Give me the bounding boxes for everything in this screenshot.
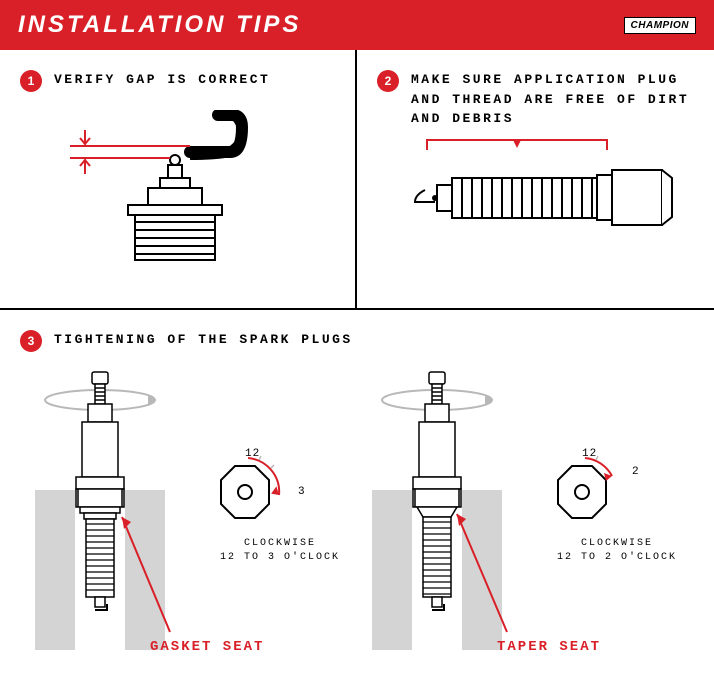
step-1-panel: 1 VERIFY GAP IS CORRECT [0, 50, 357, 308]
brand-logo: CHAMPION [624, 17, 696, 34]
gasket-clock-text: CLOCKWISE 12 TO 3 O'CLOCK [220, 537, 340, 565]
taper-plug-icon [347, 362, 687, 682]
taper-seat-label: TAPER SEAT [497, 639, 601, 655]
step-2-text: MAKE SURE APPLICATION PLUG AND THREAD AR… [411, 70, 694, 129]
step-3-text: TIGHTENING OF THE SPARK PLUGS [54, 330, 353, 350]
step-2-panel: 2 MAKE SURE APPLICATION PLUG AND THREAD … [357, 50, 714, 308]
taper-seat-col: 12 2 CLOCKWISE 12 TO 2 O'CLOCK TAPER SEA… [357, 362, 694, 682]
step-2-badge: 2 [377, 70, 399, 92]
page-title: INSTALLATION TIPS [18, 11, 301, 39]
clock-2: 2 [632, 466, 640, 478]
step-1-badge: 1 [20, 70, 42, 92]
top-panels: 1 VERIFY GAP IS CORRECT [0, 50, 714, 310]
clock-12: 12 [245, 448, 260, 460]
step-1-text: VERIFY GAP IS CORRECT [54, 70, 270, 90]
gasket-plug-icon [10, 362, 350, 682]
taper-clock-text: CLOCKWISE 12 TO 2 O'CLOCK [557, 537, 677, 565]
gasket-seat-col: 12 3 CLOCKWISE 12 TO 3 O'CLOCK GASKET SE… [20, 362, 357, 682]
clock-3: 3 [298, 486, 306, 498]
header-bar: INSTALLATION TIPS CHAMPION [0, 0, 714, 50]
step-3-panel: 3 TIGHTENING OF THE SPARK PLUGS [0, 310, 714, 698]
tightening-diagrams: 12 3 CLOCKWISE 12 TO 3 O'CLOCK GASKET SE… [20, 362, 694, 682]
clock-12-b: 12 [582, 448, 597, 460]
thread-diagram [387, 130, 687, 280]
step-3-badge: 3 [20, 330, 42, 352]
gap-diagram [40, 110, 320, 290]
gasket-seat-label: GASKET SEAT [150, 639, 264, 655]
